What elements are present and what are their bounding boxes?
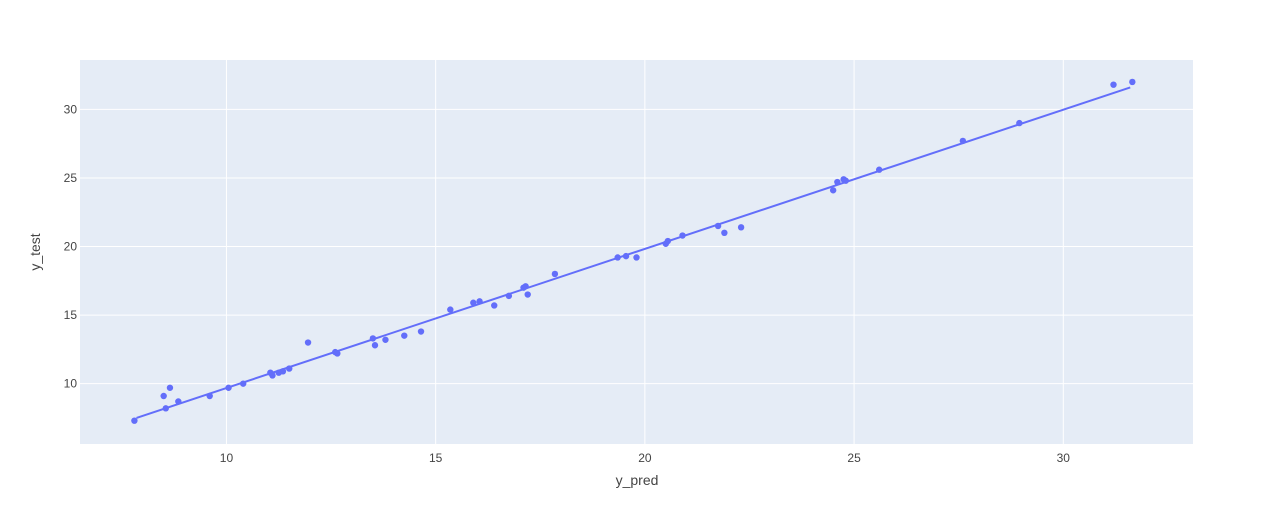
scatter-point (505, 292, 513, 300)
scatter-point (131, 417, 138, 424)
scatter-point (160, 392, 167, 400)
scatter-point (269, 372, 276, 379)
scatter-point (239, 380, 247, 387)
scatter-point (714, 222, 722, 230)
scatter-point (614, 254, 621, 261)
y-axis-title: y_test (27, 233, 43, 270)
scatter-point (633, 254, 640, 261)
scatter-point (622, 252, 630, 260)
scatter-point (417, 328, 425, 335)
scatter-point (401, 332, 408, 339)
y-tick-label: 15 (64, 308, 78, 322)
scatter-point (206, 392, 213, 400)
scatter-point (829, 187, 837, 194)
scatter-point (491, 302, 498, 309)
x-tick-label: 15 (429, 451, 443, 465)
scatter-point (664, 237, 672, 245)
scatter-point (551, 270, 559, 278)
x-axis-title: y_pred (616, 472, 659, 488)
y-tick-labels: 10 15 20 25 30 (64, 102, 78, 390)
scatter-point (279, 368, 287, 375)
scatter-point (369, 335, 377, 342)
y-tick-label: 10 (64, 377, 78, 391)
scatter-point (737, 224, 745, 231)
scatter-point (1129, 78, 1136, 86)
scatter-point (524, 291, 531, 298)
scatter-point (834, 178, 841, 186)
scatter-point (959, 137, 967, 145)
x-tick-label: 25 (847, 451, 861, 465)
scatter-point (875, 166, 883, 173)
x-tick-labels: 10 15 20 25 30 (220, 451, 1071, 465)
scatter-point (679, 232, 686, 239)
scatter-point (382, 336, 389, 343)
scatter-point (842, 177, 849, 184)
scatter-point (470, 299, 477, 306)
grid-lines (80, 60, 1193, 444)
scatter-point (286, 365, 293, 372)
scatter-point (304, 339, 312, 346)
scatter-point (721, 229, 728, 236)
scatter-point (225, 384, 232, 391)
x-tick-label: 10 (220, 451, 234, 465)
scatter-point (447, 306, 454, 313)
x-tick-label: 30 (1057, 451, 1071, 465)
y-tick-label: 25 (64, 171, 78, 185)
scatter-point (166, 384, 174, 391)
y-tick-label: 20 (64, 240, 78, 254)
scatter-point (175, 398, 182, 405)
scatter-point (522, 283, 529, 290)
scatter-point (1016, 119, 1023, 127)
scatter-point (334, 350, 341, 357)
scatter-point (162, 405, 169, 412)
scatter-point (371, 342, 379, 349)
y-tick-label: 30 (64, 102, 78, 116)
scatter-point (476, 298, 483, 305)
x-tick-label: 20 (638, 451, 652, 465)
data-points (131, 78, 1136, 424)
scatter-point (1110, 81, 1117, 88)
